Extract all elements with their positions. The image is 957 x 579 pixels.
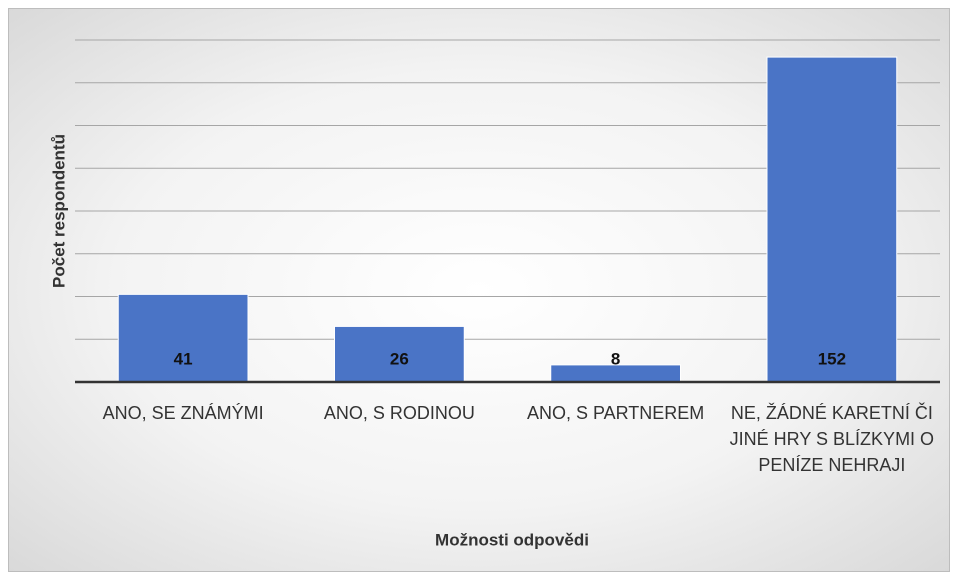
x-axis-title: Možnosti odpovědi bbox=[435, 530, 589, 549]
data-label: 152 bbox=[818, 349, 846, 368]
data-label: 26 bbox=[390, 349, 409, 368]
data-label: 41 bbox=[174, 349, 193, 368]
bar bbox=[766, 56, 898, 383]
x-tick-label: ANO, S RODINOU bbox=[323, 403, 475, 423]
x-tick-label: ANO, SE ZNÁMÝMI bbox=[102, 403, 264, 423]
y-axis-title: Počet respondentů bbox=[49, 134, 68, 288]
data-label: 8 bbox=[611, 349, 620, 368]
bar bbox=[117, 293, 249, 383]
x-tick-label: ANO, S PARTNEREM bbox=[526, 403, 705, 423]
x-tick-label: NE, ŽÁDNÉ KARETNÍ ČI JINÉ HRY S BLÍZKYMI… bbox=[729, 403, 935, 475]
